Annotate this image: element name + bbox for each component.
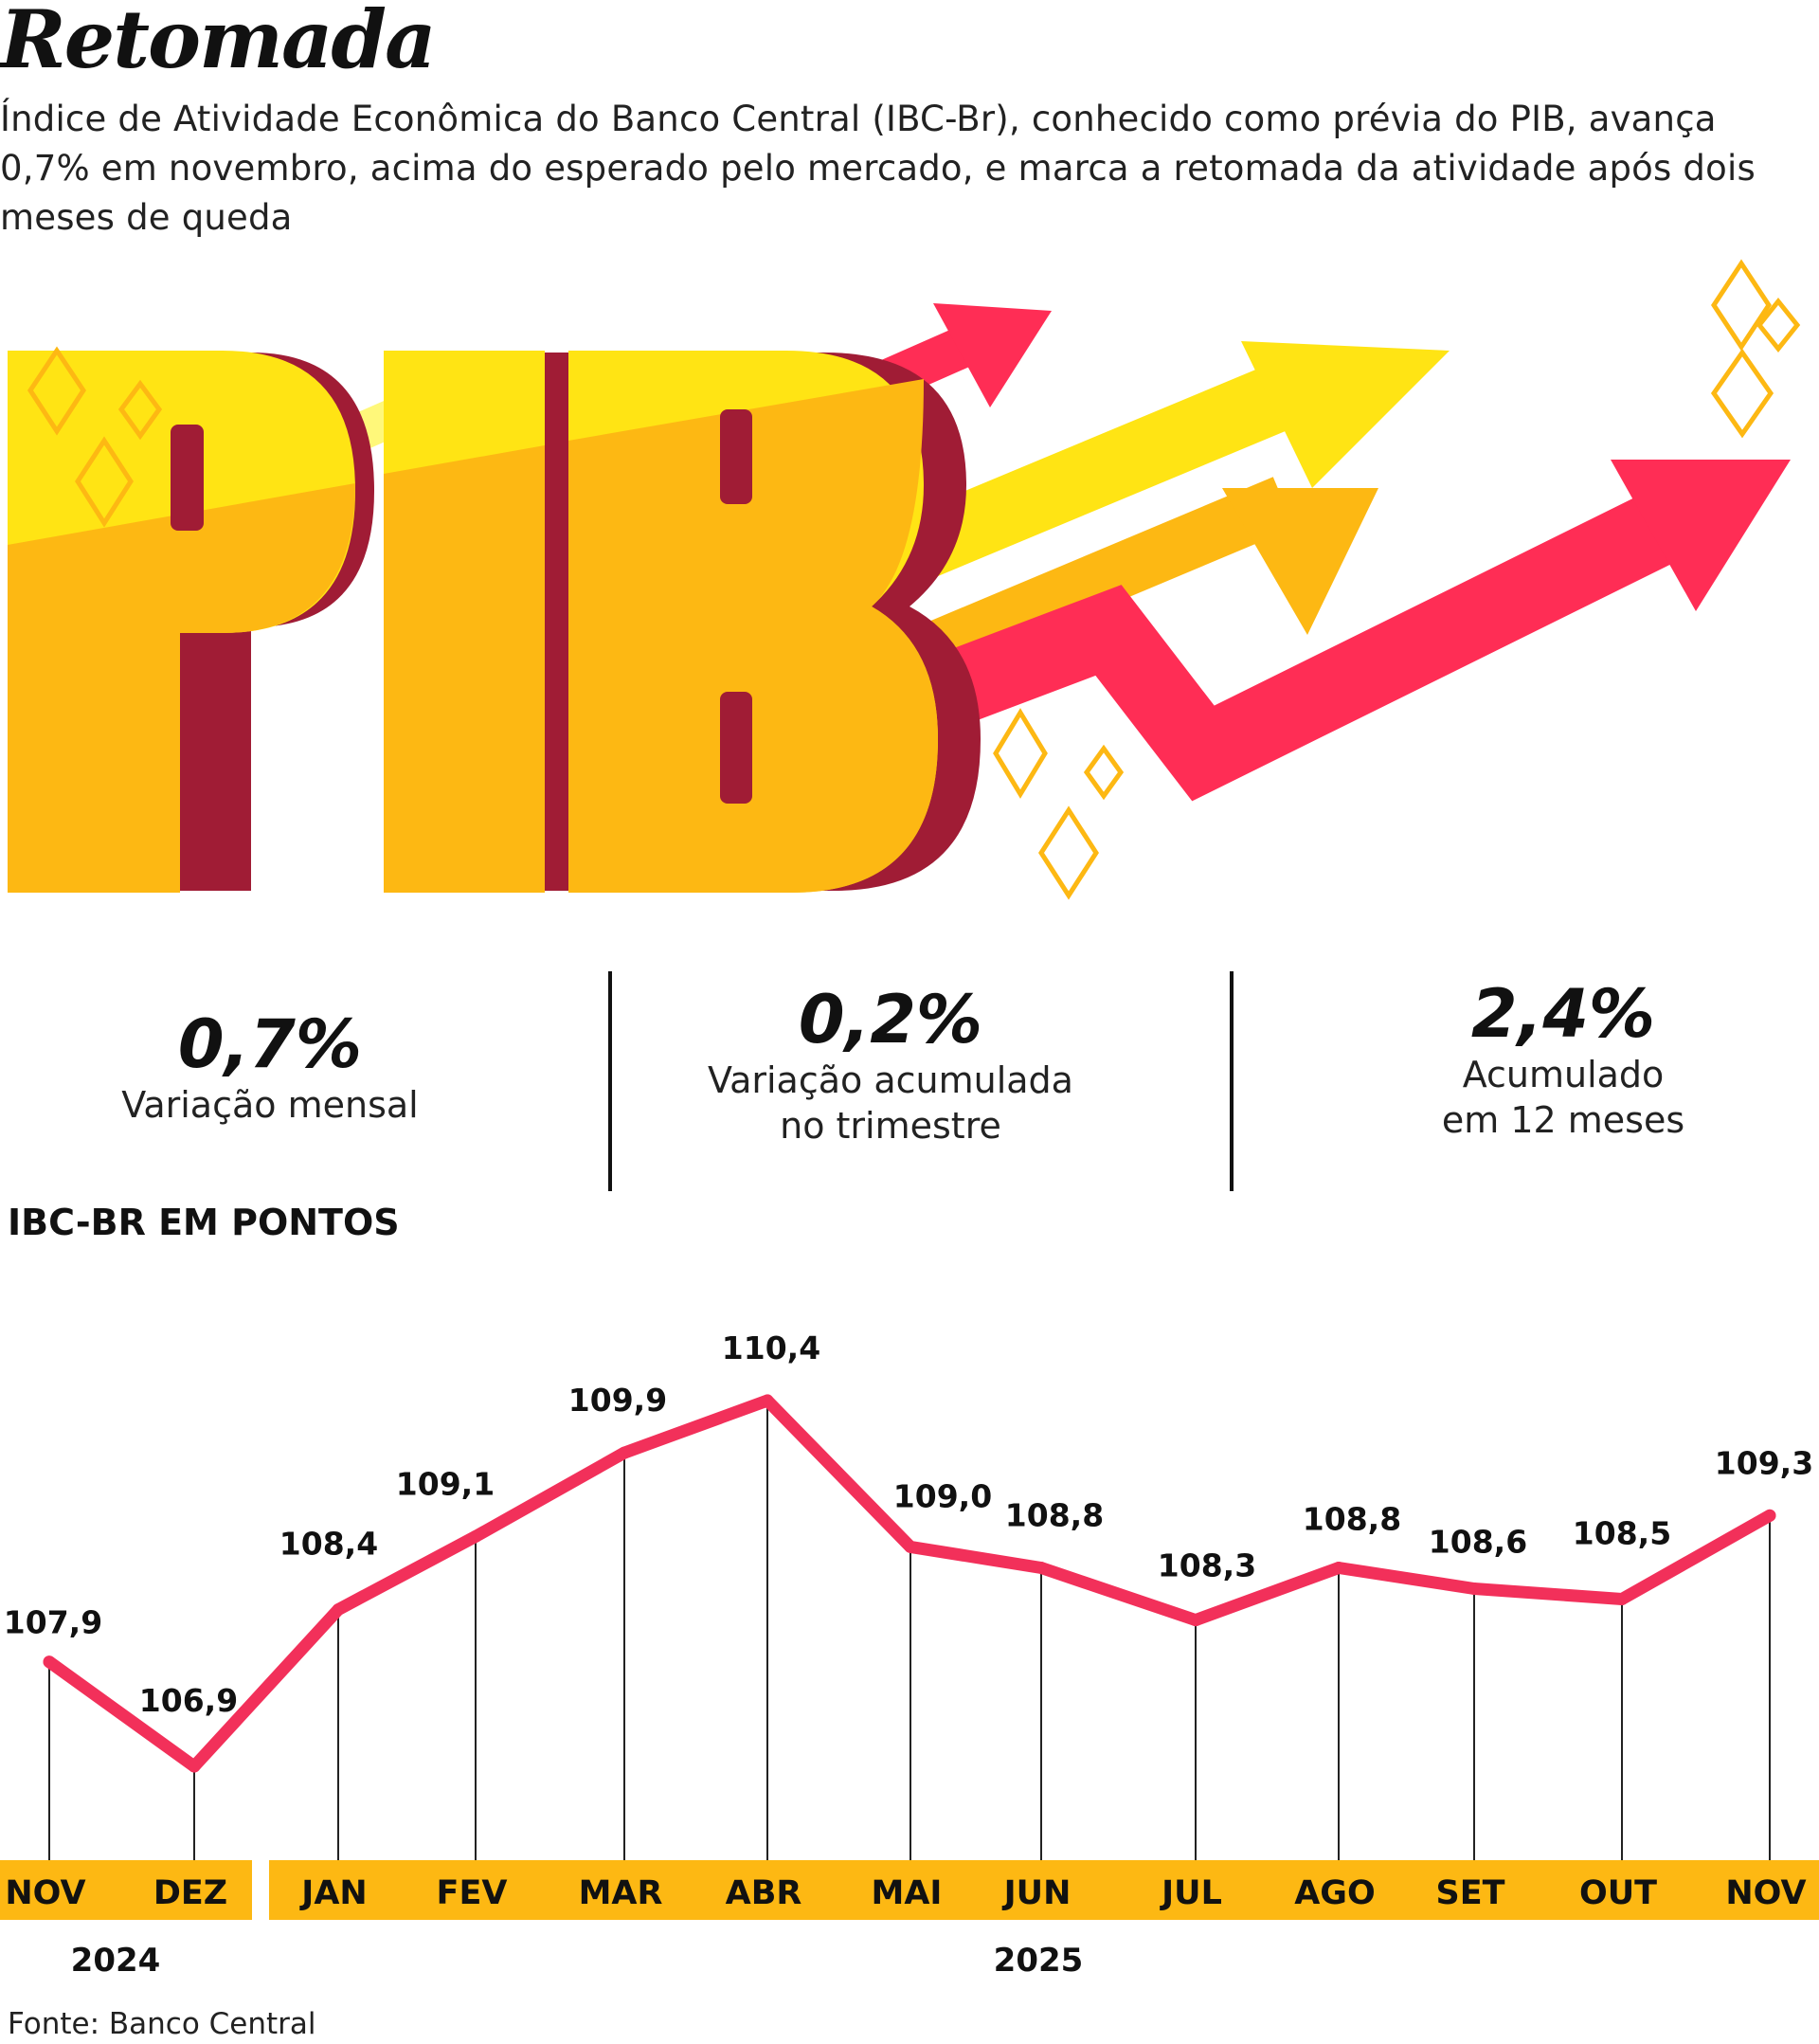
data-label: 108,4 [279,1526,378,1563]
stat-value: 0,2% [798,981,983,1058]
data-point [332,1603,345,1617]
letter-i [384,351,580,893]
diamond-icon [27,346,86,436]
data-point [1035,1561,1048,1574]
data-point [1468,1583,1481,1596]
data-label: 109,0 [893,1477,992,1514]
data-point [1189,1614,1202,1627]
x-tick-label: DEZ [153,1874,227,1912]
data-label: 108,6 [1429,1524,1527,1561]
divider [608,971,612,1191]
x-tick-label: JUL [1160,1874,1222,1912]
data-point [1763,1509,1776,1522]
data-label: 108,5 [1573,1515,1671,1552]
stat-label: em 12 meses [1441,1099,1685,1141]
year-band [0,1860,252,1920]
year-band [269,1860,1819,1920]
x-tick-label: NOV [1725,1874,1806,1912]
diamond-icon [75,436,134,528]
stat-label: no trimestre [780,1105,1001,1147]
x-tick-label: SET [1436,1874,1505,1912]
x-tick-label: JAN [299,1874,367,1912]
diamond-icon [1083,744,1125,801]
x-tick-label: AGO [1294,1874,1376,1912]
x-tick-label: FEV [437,1874,508,1912]
stat-monthly: 0,7% Variação mensal [90,1006,450,1128]
data-label: 109,9 [568,1382,667,1419]
letter-p [8,351,374,893]
stat-quarter: 0,2% Variação acumulada no trimestre [692,982,1090,1149]
chart-section-label: IBC-BR EM PONTOS [8,1202,400,1243]
chart-title: Retomada [0,0,437,86]
stat-label: Acumulado [1462,1054,1665,1095]
data-label: 108,8 [1005,1496,1104,1533]
data-label: 109,3 [1715,1444,1813,1481]
x-tick-label: OUT [1579,1874,1657,1912]
data-label: 107,9 [4,1604,102,1641]
x-tick-label: ABR [726,1874,802,1912]
data-point [1615,1593,1629,1606]
diamond-icon [1710,348,1774,439]
pib-illustration [8,259,1801,900]
stat-value: 0,7% [177,1005,363,1083]
data-point [618,1446,631,1459]
stat-value: 2,4% [1470,975,1656,1053]
data-point [188,1760,201,1773]
divider [1230,971,1234,1191]
diamond-icon [117,379,163,441]
data-label: 108,3 [1158,1547,1256,1584]
data-point [761,1394,774,1407]
x-tick-label: JUN [1002,1874,1072,1912]
data-label: 109,1 [396,1465,495,1502]
stat-label: Variação acumulada [708,1059,1073,1101]
data-point [1332,1561,1345,1574]
diamond-icon [1038,805,1099,900]
x-tick-label: MAR [579,1874,663,1912]
data-point [904,1540,917,1553]
data-label: 108,8 [1303,1500,1401,1537]
source-note: Fonte: Banco Central [8,2007,316,2041]
year-label: 2025 [994,1942,1084,1980]
ibc-br-line-chart: 2024 2025 107,9 106,9 108,4 109,1 109,9 110,4 10… [0,1330,1819,1980]
letter-b [568,351,981,893]
chart-subtitle: Índice de Atividade Econômica do Banco C… [0,99,1756,238]
stat-label: Variação mensal [121,1084,419,1126]
year-label: 2024 [71,1942,161,1980]
data-label: 110,4 [722,1330,820,1366]
data-point [43,1655,56,1669]
data-point [469,1529,482,1543]
diamond-icon [993,708,1048,799]
diamond-icon [1711,259,1772,352]
diamond-icon [1756,297,1801,353]
x-tick-label: NOV [5,1874,85,1912]
data-label: 106,9 [139,1682,238,1719]
stat-12-months: 2,4% Acumulado em 12 meses [1402,976,1724,1143]
x-tick-label: MAI [872,1874,943,1912]
